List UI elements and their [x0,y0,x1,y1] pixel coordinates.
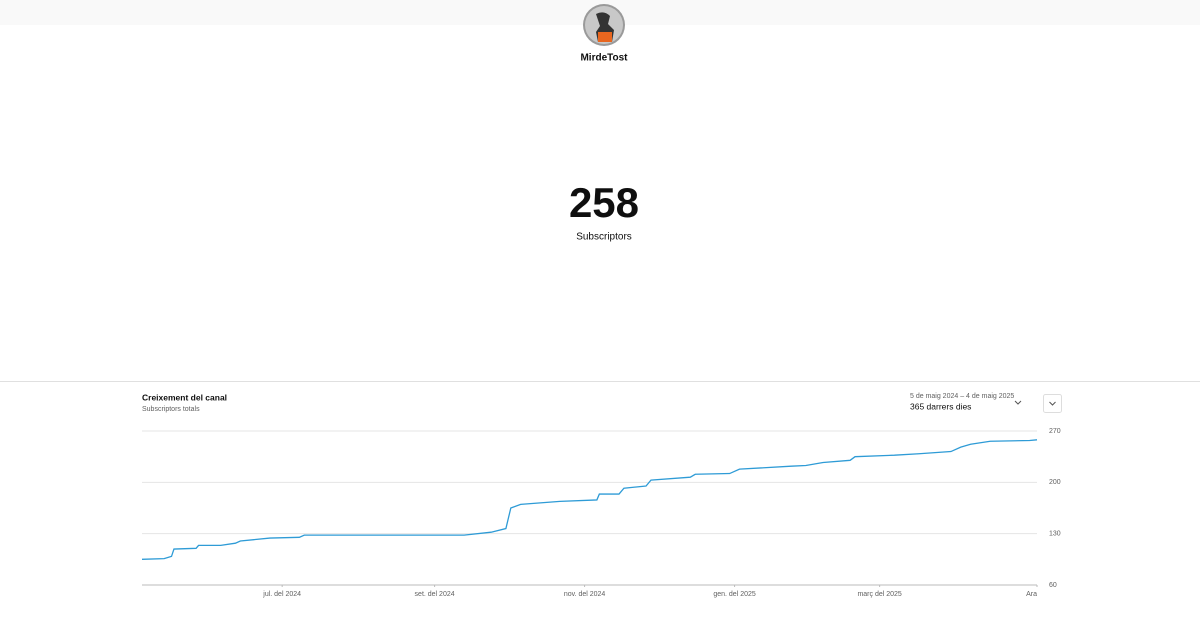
chart-title: Creixement del canal [142,392,227,402]
chart-subtitle: Subscriptors totals [142,406,200,413]
y-tick-label: 200 [1049,479,1061,486]
y-tick-label: 130 [1049,531,1061,538]
x-tick-label: jul. del 2024 [262,591,301,598]
y-tick-label: 270 [1049,428,1061,435]
x-tick-label: març del 2025 [857,591,901,598]
x-tick-label: set. del 2024 [415,591,455,598]
subscriber-label: Subscriptors [576,232,632,243]
date-range: 5 de maig 2024 – 4 de maig 2025 [910,393,1014,400]
period: 365 darrers dies [910,401,971,411]
x-tick-label: Ara [1026,591,1037,598]
channel-name: MirdeTost [580,53,628,64]
line [141,439,1038,560]
y-tick-label: 60 [1049,582,1057,589]
avatar[interactable] [583,4,625,46]
expand-button[interactable] [1043,394,1062,413]
period-dropdown[interactable] [1014,400,1022,405]
subscriber-count: 258 [569,179,639,226]
x-tick-label: nov. del 2024 [564,591,606,598]
x-tick-label: gen. del 2025 [713,591,756,598]
